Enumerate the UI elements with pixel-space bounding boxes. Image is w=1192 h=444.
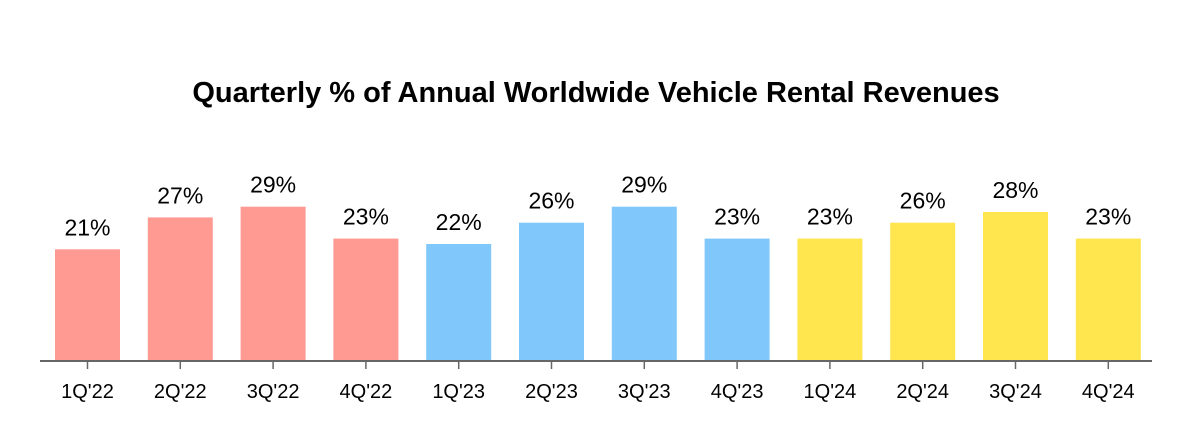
tick-label-11: 4Q'24	[1082, 381, 1135, 403]
tick-label-10: 3Q'24	[989, 381, 1042, 403]
bar-6	[611, 206, 677, 361]
data-label-0: 21%	[64, 214, 110, 240]
tick-label-2: 3Q'22	[247, 381, 300, 403]
bar-5	[519, 222, 584, 361]
tick-label-9: 2Q'24	[896, 381, 949, 403]
data-label-6: 29%	[621, 172, 667, 198]
data-label-1: 27%	[157, 182, 203, 208]
bar-10	[983, 212, 1048, 361]
data-label-2: 29%	[250, 172, 296, 198]
chart-title: Quarterly % of Annual Worldwide Vehicle …	[192, 77, 999, 109]
data-labels-group: 21% 27% 29% 23% 22% 26% 29% 23% 23% 26% 28% 23%	[64, 172, 1131, 241]
bar-9	[890, 222, 956, 361]
data-label-9: 26%	[900, 188, 946, 214]
bar-4	[426, 244, 492, 361]
tick-label-1: 2Q'22	[154, 381, 207, 403]
tick-label-0: 1Q'22	[61, 381, 114, 403]
bar-8	[797, 238, 863, 361]
x-ticks-group: 1Q'22 2Q'22 3Q'22 4Q'22 1Q'23 2Q'23 3Q'23 4Q'23…	[61, 361, 1135, 403]
bar-2	[240, 206, 306, 361]
data-label-3: 23%	[343, 204, 389, 230]
tick-label-3: 4Q'22	[340, 381, 393, 403]
data-label-7: 23%	[714, 204, 760, 230]
tick-label-8: 1Q'24	[804, 381, 857, 403]
bar-11	[1075, 238, 1141, 361]
data-label-10: 28%	[992, 177, 1038, 203]
bar-7	[704, 238, 770, 361]
tick-label-4: 1Q'23	[432, 381, 485, 403]
tick-label-5: 2Q'23	[525, 381, 578, 403]
data-label-4: 22%	[436, 209, 482, 235]
bar-3	[333, 238, 399, 361]
bar-0	[55, 249, 120, 361]
tick-label-6: 3Q'23	[618, 381, 671, 403]
data-label-11: 23%	[1085, 204, 1131, 230]
tick-label-7: 4Q'23	[711, 381, 764, 403]
bar-1	[147, 217, 213, 361]
data-label-8: 23%	[807, 204, 853, 230]
bars-group	[55, 206, 1141, 361]
data-label-5: 26%	[528, 188, 574, 214]
